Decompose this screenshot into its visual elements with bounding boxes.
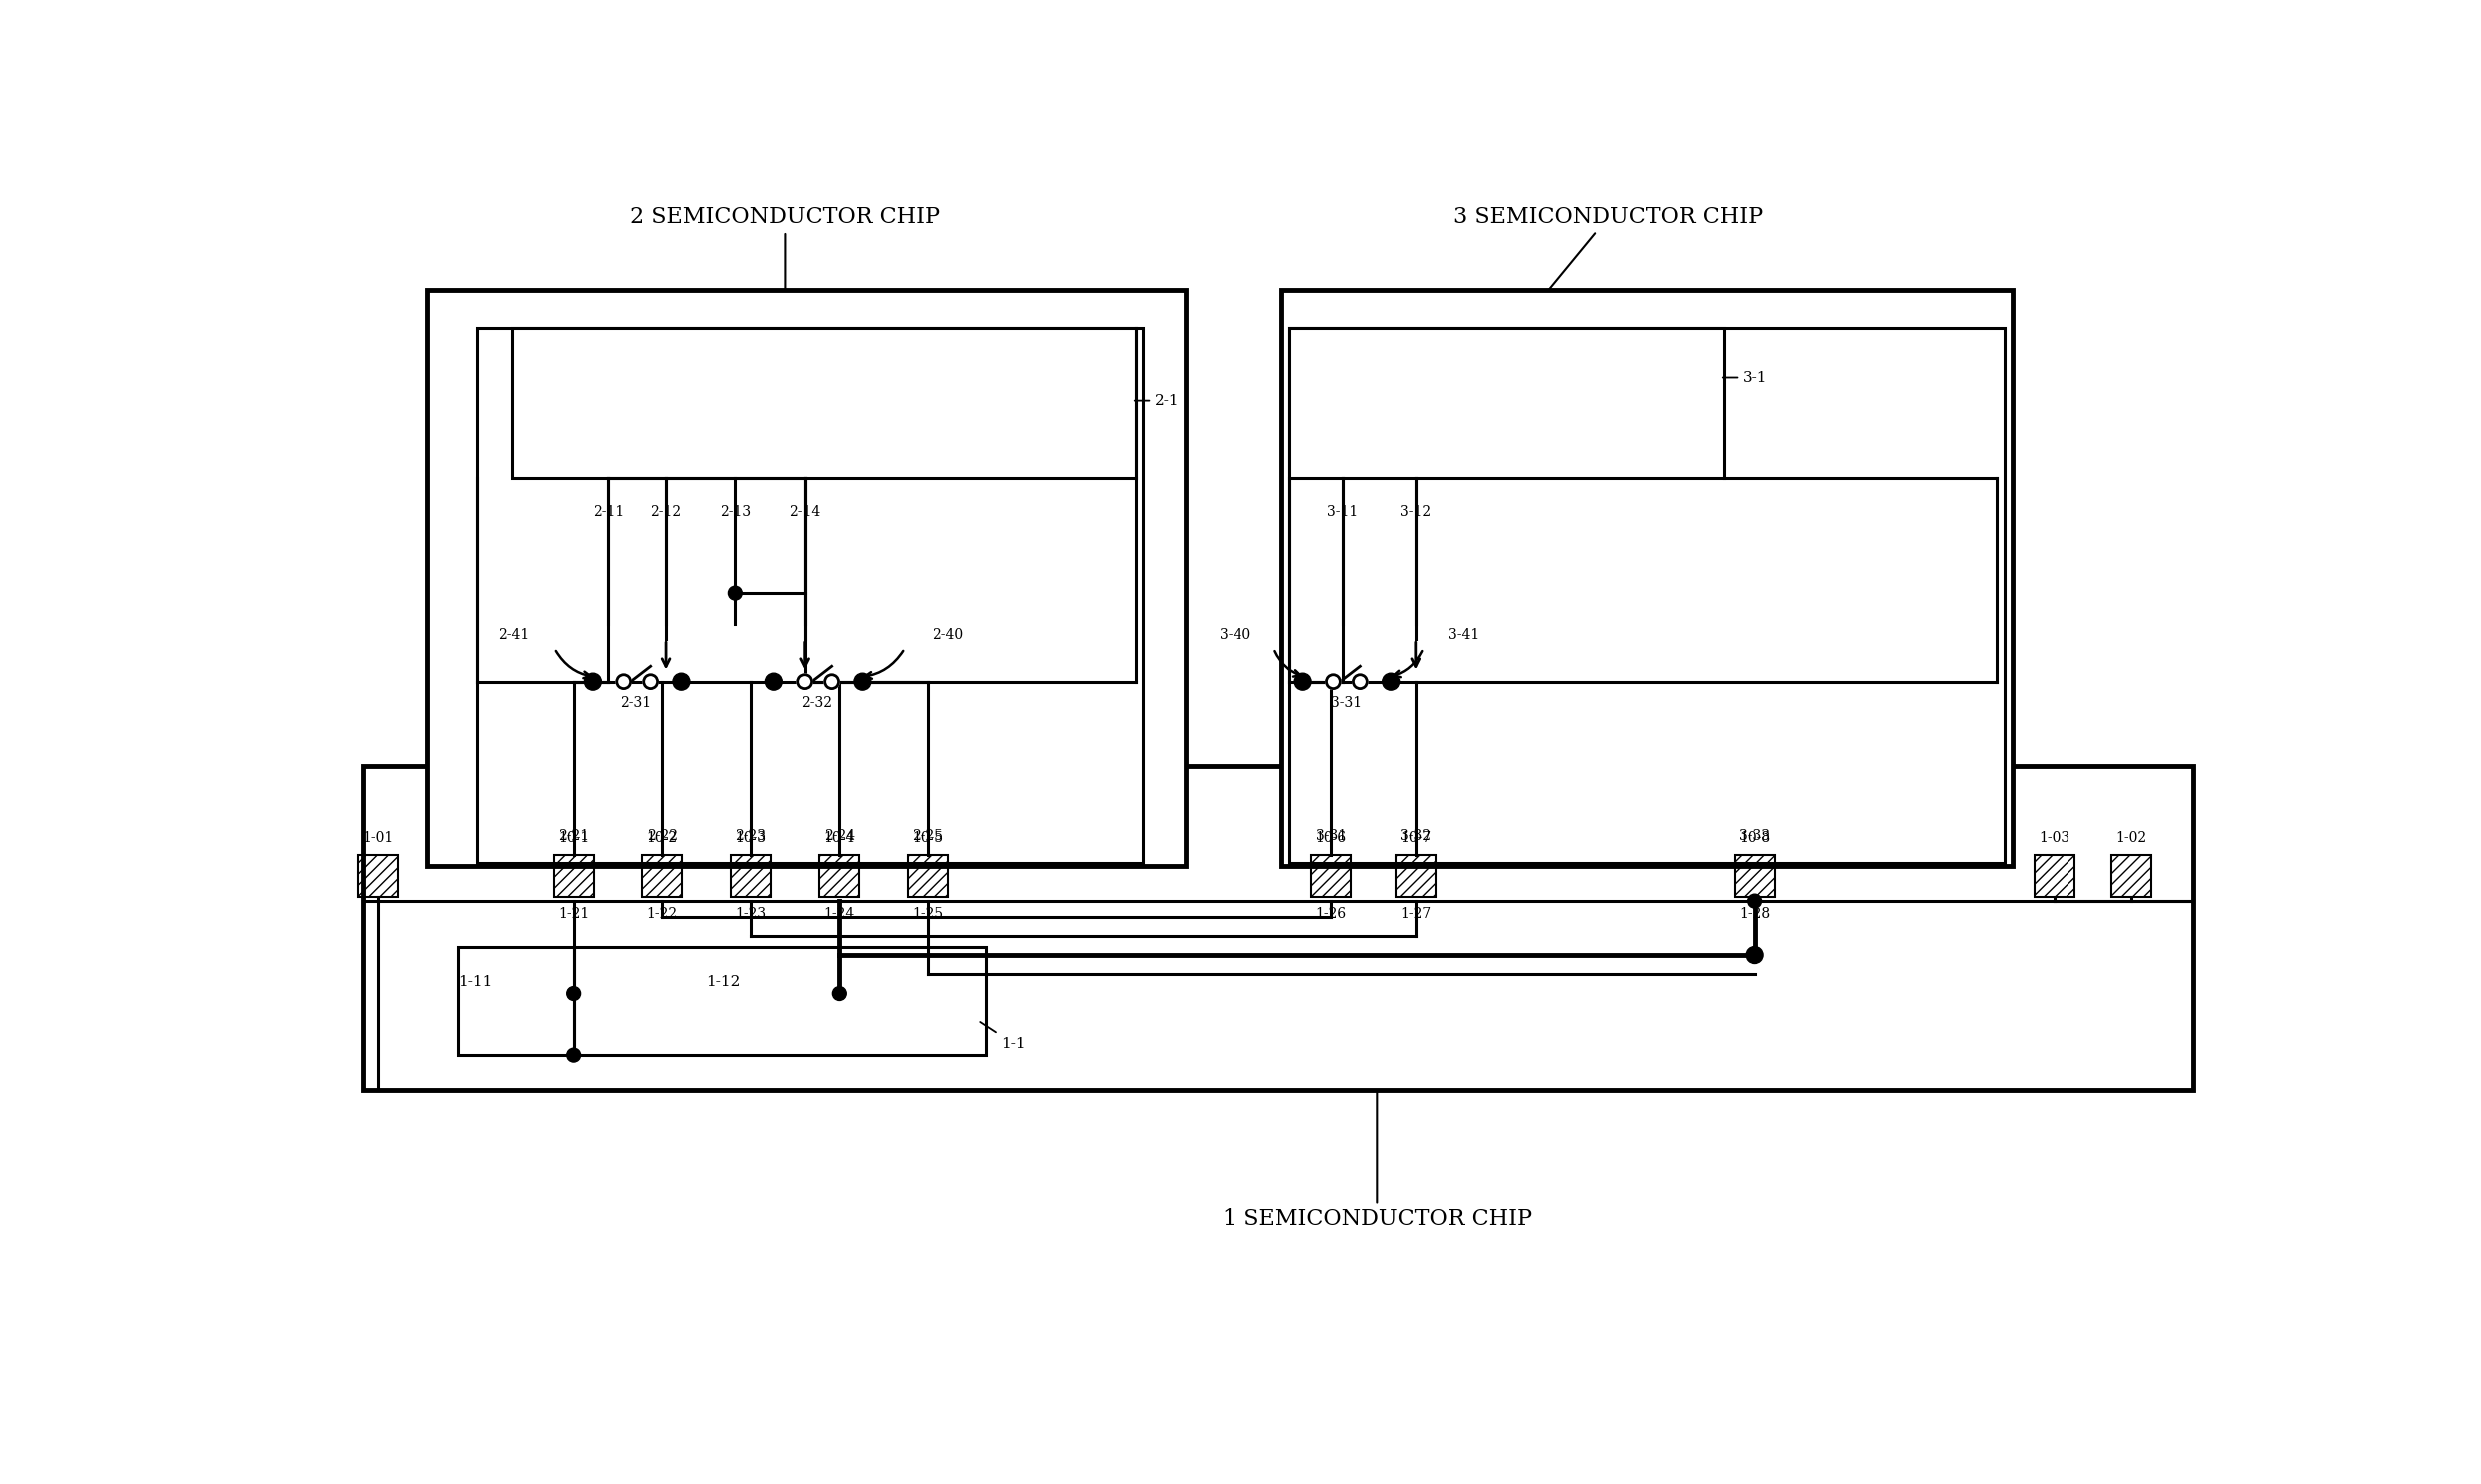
Bar [819,855,858,896]
Text: 10-2: 10-2 [648,831,677,844]
Circle shape [1295,674,1312,690]
Bar [2034,855,2074,896]
Text: 3-41: 3-41 [1449,629,1479,643]
Text: 1-23: 1-23 [734,907,767,922]
Text: 3-11: 3-11 [1327,506,1360,519]
Text: 1-21: 1-21 [558,907,590,922]
Circle shape [645,675,657,689]
Text: 1-22: 1-22 [648,907,677,922]
Circle shape [1355,675,1367,689]
Text: 10-1: 10-1 [558,831,590,844]
Circle shape [767,674,782,690]
Bar [732,855,772,896]
Circle shape [853,674,871,690]
Text: 2-11: 2-11 [593,506,625,519]
Text: 1-11: 1-11 [459,975,494,988]
Text: 3-12: 3-12 [1402,506,1432,519]
Circle shape [729,586,742,600]
Bar [459,947,985,1055]
Bar [357,855,397,896]
Circle shape [568,1048,581,1061]
Text: 2-23: 2-23 [734,828,767,843]
Text: 10-7: 10-7 [1399,831,1432,844]
Text: 2-22: 2-22 [648,828,677,843]
Text: 3-40: 3-40 [1221,629,1250,643]
Bar [2111,855,2151,896]
Bar [427,289,1186,867]
Text: 1-03: 1-03 [2039,831,2069,844]
Text: 10-3: 10-3 [734,831,767,844]
Circle shape [799,675,811,689]
Text: 1-01: 1-01 [362,831,394,844]
Circle shape [568,987,581,1000]
Text: 1-1: 1-1 [980,1021,1025,1051]
Bar [908,855,948,896]
Text: 10-6: 10-6 [1315,831,1347,844]
Text: 2-25: 2-25 [913,828,943,843]
Text: 10-4: 10-4 [824,831,856,844]
Text: 2-31: 2-31 [620,696,650,711]
Text: 10-8: 10-8 [1739,831,1769,844]
Bar [553,855,593,896]
Text: 3 SEMICONDUCTOR CHIP: 3 SEMICONDUCTOR CHIP [1454,206,1764,289]
Text: 1-26: 1-26 [1315,907,1347,922]
Text: 1-12: 1-12 [707,975,742,988]
Text: 1-02: 1-02 [2116,831,2146,844]
Text: 2-40: 2-40 [930,629,963,643]
Text: 10-5: 10-5 [913,831,943,844]
Circle shape [1327,675,1340,689]
Circle shape [831,987,846,1000]
Bar [1283,289,2012,867]
Text: 3-31: 3-31 [1332,696,1362,711]
Text: 2-14: 2-14 [789,506,821,519]
Text: 2 SEMICONDUCTOR CHIP: 2 SEMICONDUCTOR CHIP [630,206,940,289]
Text: 2-41: 2-41 [499,629,531,643]
Bar [1397,855,1436,896]
Text: 1-24: 1-24 [824,907,856,922]
Text: 2-1: 2-1 [1134,395,1178,408]
Text: 3-33: 3-33 [1739,828,1769,843]
Bar [1734,855,1774,896]
Text: 2-12: 2-12 [650,506,682,519]
Text: 2-13: 2-13 [719,506,752,519]
Circle shape [824,675,839,689]
Text: 1-25: 1-25 [913,907,943,922]
Text: 2-21: 2-21 [558,828,590,843]
Text: 3-31: 3-31 [1315,828,1347,843]
Text: 1 SEMICONDUCTOR CHIP: 1 SEMICONDUCTOR CHIP [1223,1092,1533,1230]
Bar [1290,328,1724,478]
Bar [514,328,1136,478]
Text: 1-27: 1-27 [1399,907,1432,922]
Text: 1-28: 1-28 [1739,907,1769,922]
Text: 2-24: 2-24 [824,828,856,843]
Circle shape [618,675,630,689]
Bar [362,766,2193,1089]
Bar [1312,855,1352,896]
Text: 2-32: 2-32 [801,696,831,711]
Circle shape [1382,674,1399,690]
Bar [1290,328,2005,862]
Circle shape [586,674,603,690]
Bar [643,855,682,896]
Bar [479,328,1144,862]
Circle shape [1747,947,1764,963]
Text: 3-32: 3-32 [1402,828,1432,843]
Text: 3-1: 3-1 [1722,371,1766,384]
Circle shape [672,674,690,690]
Circle shape [1747,893,1762,908]
